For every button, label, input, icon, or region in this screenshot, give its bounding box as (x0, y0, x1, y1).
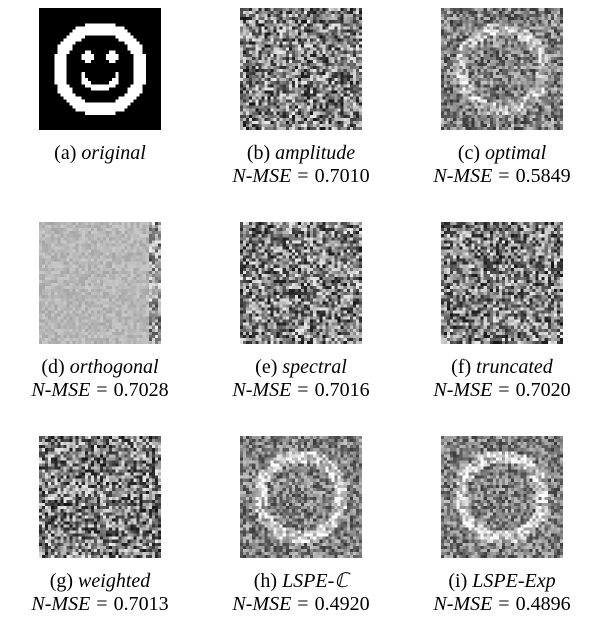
lspe-c-image (240, 436, 362, 558)
panel-orthogonal: (d) orthogonal N-MSE = 0.7028 (0, 222, 200, 402)
panel-caption: (b) amplitude (246, 142, 356, 164)
panel-lspe-c: (h) LSPE-ℂ N-MSE = 0.4920 (201, 436, 401, 616)
nmse-metric: N-MSE = 0.7028 (31, 379, 169, 401)
panel-optimal: (c) optimal N-MSE = 0.5849 (402, 8, 602, 188)
lspe-exp-image (441, 436, 563, 558)
nmse-metric: N-MSE = 0.7020 (433, 379, 571, 401)
weighted-image (39, 436, 161, 558)
panel-spectral: (e) spectral N-MSE = 0.7016 (201, 222, 401, 402)
nmse-metric: N-MSE = 0.7010 (232, 165, 370, 187)
panel-caption: (f) truncated (451, 356, 553, 378)
panel-caption: (d) orthogonal (41, 356, 159, 378)
spectral-image (240, 222, 362, 344)
panel-original: (a) original (0, 8, 200, 165)
nmse-metric: N-MSE = 0.4920 (232, 593, 370, 615)
panel-caption: (e) spectral (255, 356, 347, 378)
orthogonal-image (39, 222, 161, 344)
panel-caption: (c) optimal (457, 142, 547, 164)
panel-truncated: (f) truncated N-MSE = 0.7020 (402, 222, 602, 402)
nmse-metric: N-MSE = 0.7016 (232, 379, 370, 401)
original-image (39, 8, 161, 130)
panel-caption: (g) weighted (49, 570, 151, 592)
panel-lspe-exp: (i) LSPE-Exp N-MSE = 0.4896 (402, 436, 602, 616)
panel-weighted: (g) weighted N-MSE = 0.7013 (0, 436, 200, 616)
panel-caption: (i) LSPE-Exp (448, 570, 556, 592)
panel-caption: (h) LSPE-ℂ (253, 570, 349, 592)
nmse-metric: N-MSE = 0.7013 (31, 593, 169, 615)
panel-caption: (a) original (54, 142, 146, 164)
nmse-metric: N-MSE = 0.4896 (433, 593, 571, 615)
amplitude-image (240, 8, 362, 130)
panel-amplitude: (b) amplitude N-MSE = 0.7010 (201, 8, 401, 188)
truncated-image (441, 222, 563, 344)
optimal-image (441, 8, 563, 130)
nmse-metric: N-MSE = 0.5849 (433, 165, 571, 187)
